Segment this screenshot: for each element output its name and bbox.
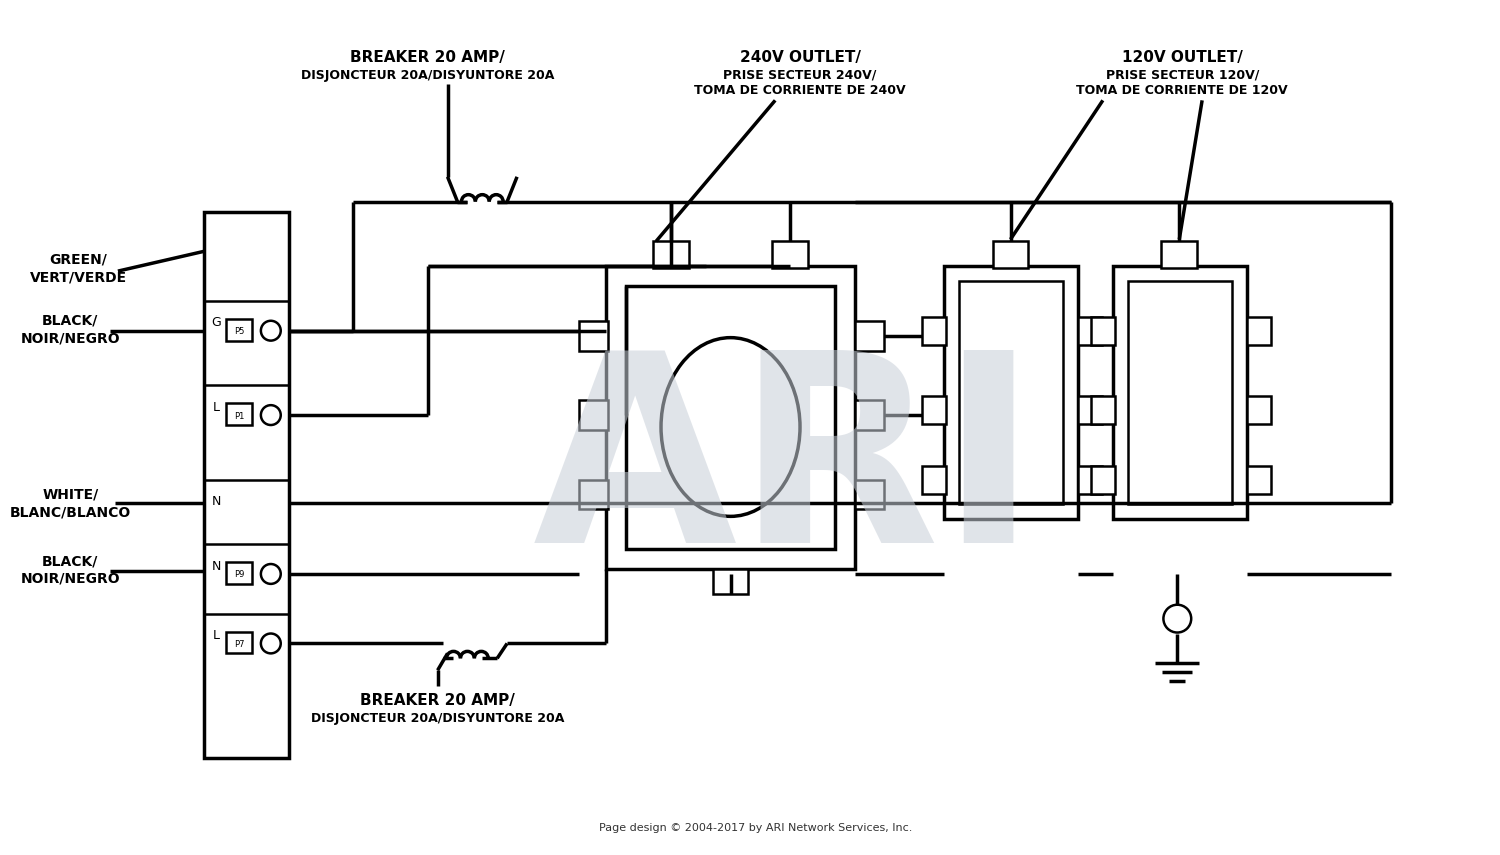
Bar	[855, 400, 885, 430]
Text: G: G	[211, 316, 220, 329]
Text: N: N	[211, 559, 220, 573]
Circle shape	[1164, 604, 1191, 633]
Text: P7: P7	[234, 640, 244, 649]
Bar	[652, 241, 688, 268]
Bar	[1161, 241, 1197, 268]
Text: DISJONCTEUR 20A/DISYUNTORE 20A: DISJONCTEUR 20A/DISYUNTORE 20A	[310, 712, 564, 725]
Text: GREEN/: GREEN/	[50, 252, 106, 266]
Bar	[579, 321, 609, 351]
Text: P9: P9	[234, 570, 244, 580]
Text: NOIR/NEGRO: NOIR/NEGRO	[21, 332, 120, 345]
Bar	[993, 241, 1029, 268]
Bar	[606, 266, 855, 569]
Text: 240V OUTLET/: 240V OUTLET/	[740, 50, 861, 65]
Ellipse shape	[662, 338, 800, 516]
Bar	[1078, 317, 1102, 345]
Bar	[579, 480, 609, 510]
Text: NOIR/NEGRO: NOIR/NEGRO	[21, 572, 120, 586]
Text: PRISE SECTEUR 120V/: PRISE SECTEUR 120V/	[1106, 68, 1258, 81]
Bar	[712, 569, 748, 594]
Text: BREAKER 20 AMP/: BREAKER 20 AMP/	[350, 50, 506, 65]
Bar	[1078, 396, 1102, 424]
Bar	[1246, 466, 1270, 493]
Bar	[1078, 466, 1102, 493]
Bar	[1090, 317, 1114, 345]
Bar	[855, 321, 885, 351]
Bar	[226, 404, 252, 425]
Bar	[579, 400, 609, 430]
Bar	[627, 286, 836, 549]
Bar	[1128, 281, 1232, 504]
Bar	[1113, 266, 1246, 519]
Text: BLACK/: BLACK/	[42, 314, 99, 327]
Text: L: L	[213, 629, 219, 642]
Text: BLANC/BLANCO: BLANC/BLANCO	[9, 505, 130, 519]
Circle shape	[261, 321, 280, 340]
Text: BLACK/: BLACK/	[42, 554, 99, 568]
Text: VERT/VERDE: VERT/VERDE	[30, 270, 128, 284]
Bar	[958, 281, 1064, 504]
Circle shape	[261, 634, 280, 653]
Bar	[226, 632, 252, 653]
Bar	[1246, 396, 1270, 424]
Text: P1: P1	[234, 411, 244, 421]
Bar	[922, 396, 946, 424]
Text: PRISE SECTEUR 240V/: PRISE SECTEUR 240V/	[723, 68, 876, 81]
Bar	[1090, 466, 1114, 493]
Text: TOMA DE CORRIENTE DE 240V: TOMA DE CORRIENTE DE 240V	[694, 85, 906, 97]
Text: DISJONCTEUR 20A/DISYUNTORE 20A: DISJONCTEUR 20A/DISYUNTORE 20A	[302, 68, 555, 81]
Bar	[204, 211, 288, 758]
Circle shape	[261, 564, 280, 584]
Bar	[1246, 317, 1270, 345]
Text: P5: P5	[234, 327, 244, 336]
Bar	[922, 317, 946, 345]
Bar	[772, 241, 808, 268]
Bar	[855, 480, 885, 510]
Text: TOMA DE CORRIENTE DE 120V: TOMA DE CORRIENTE DE 120V	[1077, 85, 1288, 97]
Text: BREAKER 20 AMP/: BREAKER 20 AMP/	[360, 693, 514, 708]
Bar	[1090, 396, 1114, 424]
Text: 120V OUTLET/: 120V OUTLET/	[1122, 50, 1242, 65]
Bar	[226, 319, 252, 340]
Bar	[944, 266, 1078, 519]
Bar	[226, 562, 252, 584]
Text: WHITE/: WHITE/	[42, 487, 99, 502]
Text: L: L	[213, 401, 219, 414]
Circle shape	[261, 405, 280, 425]
Text: ARI: ARI	[532, 342, 1038, 598]
Text: N: N	[211, 495, 220, 508]
Bar	[922, 466, 946, 493]
Text: Page design © 2004-2017 by ARI Network Services, Inc.: Page design © 2004-2017 by ARI Network S…	[598, 823, 912, 833]
